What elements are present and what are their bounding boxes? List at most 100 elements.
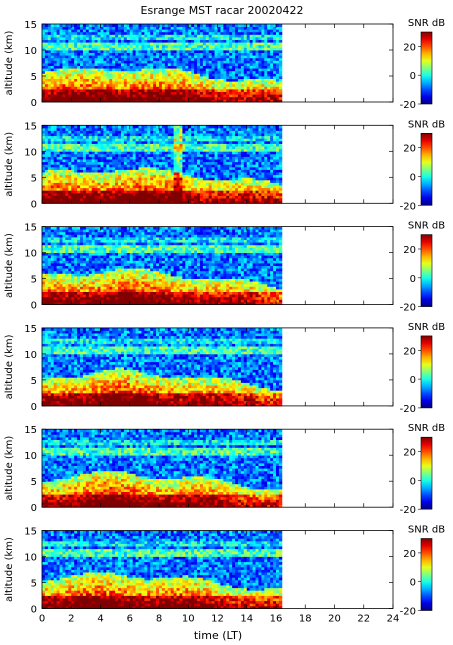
heatmap-cell bbox=[115, 44, 119, 48]
heatmap-cell bbox=[100, 159, 104, 163]
heatmap-cell bbox=[100, 140, 104, 144]
heatmap-cell bbox=[270, 169, 274, 173]
heatmap-cell bbox=[205, 140, 210, 144]
heatmap-cell bbox=[252, 169, 256, 173]
heatmap-cell bbox=[77, 169, 81, 173]
heatmap-cell bbox=[208, 161, 213, 165]
heatmap-cell bbox=[211, 156, 215, 160]
heatmap-cell bbox=[47, 81, 52, 85]
heatmap-cell bbox=[141, 169, 145, 173]
heatmap-cell bbox=[214, 29, 218, 33]
heatmap-cell bbox=[188, 60, 192, 64]
heatmap-cell bbox=[226, 52, 230, 56]
heatmap-cell bbox=[103, 81, 107, 85]
heatmap-cell bbox=[97, 73, 101, 77]
heatmap-cell bbox=[74, 60, 78, 64]
heatmap-cell bbox=[237, 55, 242, 59]
heatmap-cell bbox=[229, 143, 233, 147]
heatmap-cell bbox=[194, 190, 198, 194]
heatmap-cell bbox=[94, 161, 98, 165]
heatmap-cell bbox=[258, 68, 262, 72]
heatmap-cell bbox=[80, 73, 84, 77]
heatmap-cell bbox=[44, 47, 49, 51]
heatmap-cell bbox=[71, 89, 75, 92]
heatmap-cell bbox=[214, 96, 218, 100]
heatmap-cell bbox=[132, 73, 136, 77]
heatmap-cell bbox=[255, 52, 259, 56]
heatmap-cell bbox=[232, 179, 236, 183]
heatmap-cell bbox=[56, 138, 60, 142]
heatmap-cell bbox=[255, 182, 259, 186]
heatmap-cell bbox=[91, 169, 96, 173]
heatmap-cell bbox=[194, 68, 198, 72]
heatmap-cell bbox=[220, 52, 224, 56]
heatmap-cell bbox=[223, 133, 227, 137]
heatmap-cell bbox=[115, 26, 119, 30]
heatmap-cell bbox=[47, 179, 52, 183]
heatmap-cell bbox=[56, 198, 60, 202]
heatmap-cell bbox=[88, 153, 93, 157]
heatmap-cell bbox=[144, 161, 148, 165]
heatmap-cell bbox=[123, 148, 128, 152]
heatmap-cell bbox=[77, 29, 81, 33]
heatmap-cell bbox=[120, 29, 125, 33]
heatmap-cell bbox=[147, 161, 151, 165]
heatmap-cell bbox=[232, 65, 236, 69]
heatmap-cell bbox=[141, 185, 145, 189]
heatmap-cell bbox=[118, 185, 122, 189]
heatmap-cell bbox=[237, 148, 242, 152]
heatmap-cell bbox=[179, 91, 183, 95]
heatmap-cell bbox=[182, 76, 186, 79]
heatmap-cell bbox=[267, 153, 271, 157]
heatmap-cell bbox=[161, 174, 166, 178]
heatmap-cell bbox=[85, 130, 90, 134]
heatmap-cell bbox=[65, 133, 69, 137]
heatmap-cell bbox=[243, 70, 248, 74]
heatmap-cell bbox=[202, 39, 207, 43]
heatmap-cell bbox=[273, 76, 277, 79]
heatmap-cell bbox=[115, 68, 119, 72]
heatmap-cell bbox=[100, 57, 104, 61]
heatmap-cell bbox=[91, 133, 96, 137]
heatmap-cell bbox=[100, 47, 104, 51]
heatmap-cell bbox=[74, 65, 78, 69]
heatmap-cell bbox=[156, 140, 160, 144]
heatmap-cell bbox=[80, 57, 84, 61]
heatmap-cell bbox=[270, 52, 274, 56]
heatmap-cell bbox=[88, 156, 93, 160]
heatmap-cell bbox=[47, 153, 52, 157]
heatmap-cell bbox=[138, 192, 142, 196]
heatmap-cell bbox=[194, 177, 198, 181]
heatmap-cell bbox=[255, 24, 259, 27]
heatmap-cell bbox=[202, 55, 207, 59]
heatmap-cell bbox=[229, 148, 233, 152]
heatmap-cell bbox=[59, 185, 63, 189]
heatmap-cell bbox=[211, 151, 215, 155]
heatmap-cell bbox=[126, 89, 131, 92]
heatmap-cell bbox=[199, 198, 204, 202]
heatmap-cell bbox=[91, 76, 96, 79]
heatmap-cell bbox=[173, 68, 177, 72]
heatmap-cell bbox=[47, 185, 52, 189]
heatmap-cell bbox=[240, 198, 245, 202]
heatmap-cell bbox=[164, 70, 169, 74]
heatmap-cell bbox=[255, 31, 259, 35]
heatmap-cell bbox=[159, 81, 163, 85]
heatmap-cell bbox=[53, 60, 58, 64]
heatmap-cell bbox=[226, 164, 230, 168]
heatmap-cell bbox=[94, 47, 98, 51]
heatmap-cell bbox=[62, 94, 66, 98]
heatmap-cell bbox=[217, 91, 221, 95]
heatmap-cell bbox=[153, 60, 157, 64]
heatmap-cell bbox=[246, 86, 251, 90]
heatmap-cell bbox=[50, 70, 55, 74]
heatmap-cell bbox=[112, 99, 116, 103]
heatmap-cell bbox=[91, 44, 96, 48]
heatmap-cell bbox=[147, 125, 151, 129]
heatmap-cell bbox=[147, 185, 151, 189]
heatmap-cell bbox=[123, 44, 128, 48]
heatmap-cell bbox=[159, 65, 163, 69]
heatmap-cell bbox=[80, 156, 84, 160]
heatmap-cell bbox=[85, 81, 90, 85]
heatmap-cell bbox=[80, 26, 84, 30]
